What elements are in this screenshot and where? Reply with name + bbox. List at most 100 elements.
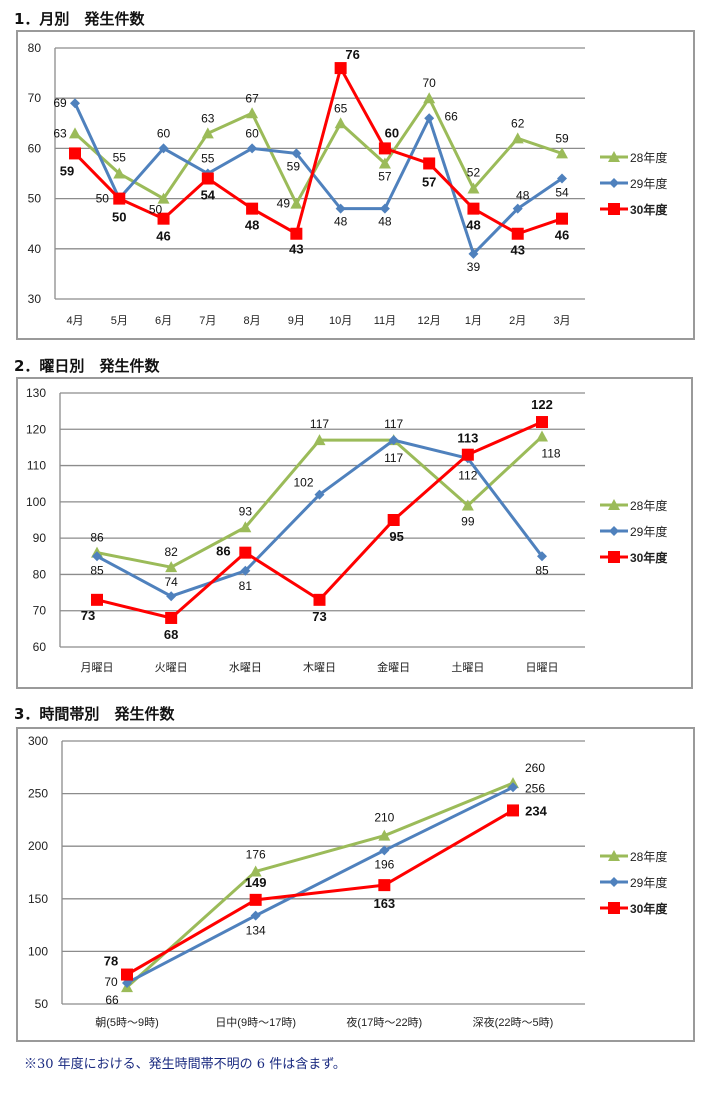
series-line xyxy=(125,781,514,989)
data-label: 67 xyxy=(245,91,259,105)
y-tick-label: 100 xyxy=(26,495,46,509)
data-label: 117 xyxy=(384,417,403,431)
data-point xyxy=(556,212,568,225)
data-label: 210 xyxy=(374,811,394,825)
data-point xyxy=(157,192,170,204)
chart3-title: 3．時間帯別 発生件数 xyxy=(14,705,175,723)
x-tick-label: 日中(9時～17時) xyxy=(215,1016,296,1029)
chart1-title: 1．月別 発生件数 xyxy=(14,10,145,28)
data-point xyxy=(165,611,178,624)
data-point xyxy=(70,98,80,109)
y-tick-label: 200 xyxy=(28,839,48,853)
y-tick-label: 70 xyxy=(28,91,42,105)
data-point xyxy=(536,430,548,442)
data-label: 95 xyxy=(389,529,403,544)
legend-marker xyxy=(609,178,619,188)
series-line xyxy=(73,102,563,257)
data-label: 163 xyxy=(373,896,395,911)
data-label: 78 xyxy=(104,954,118,969)
data-point xyxy=(69,127,81,139)
data-label: 82 xyxy=(164,545,178,559)
data-label: 63 xyxy=(53,126,67,140)
data-label: 59 xyxy=(555,131,569,145)
footnote: ※30 年度における、発生時間帯不明の 6 件は含まず。 xyxy=(24,1057,346,1072)
data-label: 76 xyxy=(345,47,359,62)
series-line xyxy=(73,64,563,237)
data-point xyxy=(378,157,391,169)
data-label: 113 xyxy=(457,431,478,446)
y-tick-label: 130 xyxy=(26,386,46,400)
x-tick-label: 12月 xyxy=(418,315,441,327)
data-point xyxy=(313,434,326,446)
data-point xyxy=(250,910,261,921)
x-tick-label: 2月 xyxy=(509,315,526,327)
data-label: 69 xyxy=(53,96,67,110)
data-label: 102 xyxy=(293,476,313,490)
data-point xyxy=(461,448,474,461)
data-label: 54 xyxy=(201,188,216,203)
series-line xyxy=(96,438,544,598)
data-label: 59 xyxy=(60,163,74,178)
data-label: 86 xyxy=(90,531,104,545)
data-point xyxy=(334,117,347,129)
data-point xyxy=(378,829,391,841)
data-point xyxy=(556,147,568,159)
data-label: 74 xyxy=(164,575,178,589)
legend-label: 28年度 xyxy=(630,150,667,165)
data-point xyxy=(508,782,518,793)
legend-label: 28年度 xyxy=(630,498,667,513)
y-tick-label: 60 xyxy=(28,141,42,155)
data-label: 57 xyxy=(378,169,392,183)
x-tick-label: 6月 xyxy=(155,315,172,327)
data-label: 234 xyxy=(525,803,547,818)
x-tick-label: 月曜日 xyxy=(81,661,114,674)
x-tick-label: 11月 xyxy=(374,315,396,327)
data-label: 117 xyxy=(310,417,329,431)
y-tick-label: 150 xyxy=(28,892,48,906)
data-label: 62 xyxy=(511,116,525,130)
data-point xyxy=(165,561,178,573)
data-point xyxy=(201,172,214,185)
data-label: 176 xyxy=(246,847,266,861)
y-tick-label: 300 xyxy=(28,734,48,748)
x-tick-label: 朝(5時～9時) xyxy=(95,1016,159,1029)
legend-marker xyxy=(609,526,619,536)
data-label: 60 xyxy=(385,125,399,140)
y-tick-label: 100 xyxy=(28,944,48,958)
data-point xyxy=(378,879,391,892)
legend-marker xyxy=(608,850,620,861)
data-label: 48 xyxy=(334,215,348,229)
data-point xyxy=(249,865,262,877)
x-tick-label: 火曜日 xyxy=(155,661,188,674)
x-tick-label: 水曜日 xyxy=(229,661,262,674)
data-label: 99 xyxy=(461,514,475,528)
data-label: 57 xyxy=(422,174,436,189)
y-tick-label: 80 xyxy=(33,567,47,581)
y-tick-label: 250 xyxy=(28,787,48,801)
legend-label: 29年度 xyxy=(630,524,667,539)
data-label: 50 xyxy=(149,203,163,217)
data-label: 63 xyxy=(201,111,215,125)
data-label: 60 xyxy=(157,126,171,140)
x-tick-label: 4月 xyxy=(66,315,83,327)
data-point xyxy=(246,107,259,119)
data-point xyxy=(246,202,259,215)
x-tick-label: 10月 xyxy=(329,315,352,327)
legend-marker xyxy=(608,203,620,215)
data-label: 55 xyxy=(201,152,215,166)
data-point xyxy=(467,182,480,194)
data-label: 117 xyxy=(384,451,403,465)
y-tick-label: 40 xyxy=(28,242,42,256)
x-tick-label: 9月 xyxy=(288,315,305,327)
data-label: 46 xyxy=(555,228,569,243)
data-label: 70 xyxy=(104,975,118,989)
data-label: 260 xyxy=(525,761,545,775)
data-label: 81 xyxy=(239,579,253,593)
data-label: 149 xyxy=(245,875,267,890)
data-point xyxy=(113,192,126,205)
x-tick-label: 金曜日 xyxy=(377,660,410,674)
x-tick-label: 8月 xyxy=(244,315,261,327)
y-tick-label: 30 xyxy=(28,292,42,306)
data-point xyxy=(423,92,436,104)
data-point xyxy=(239,546,252,559)
